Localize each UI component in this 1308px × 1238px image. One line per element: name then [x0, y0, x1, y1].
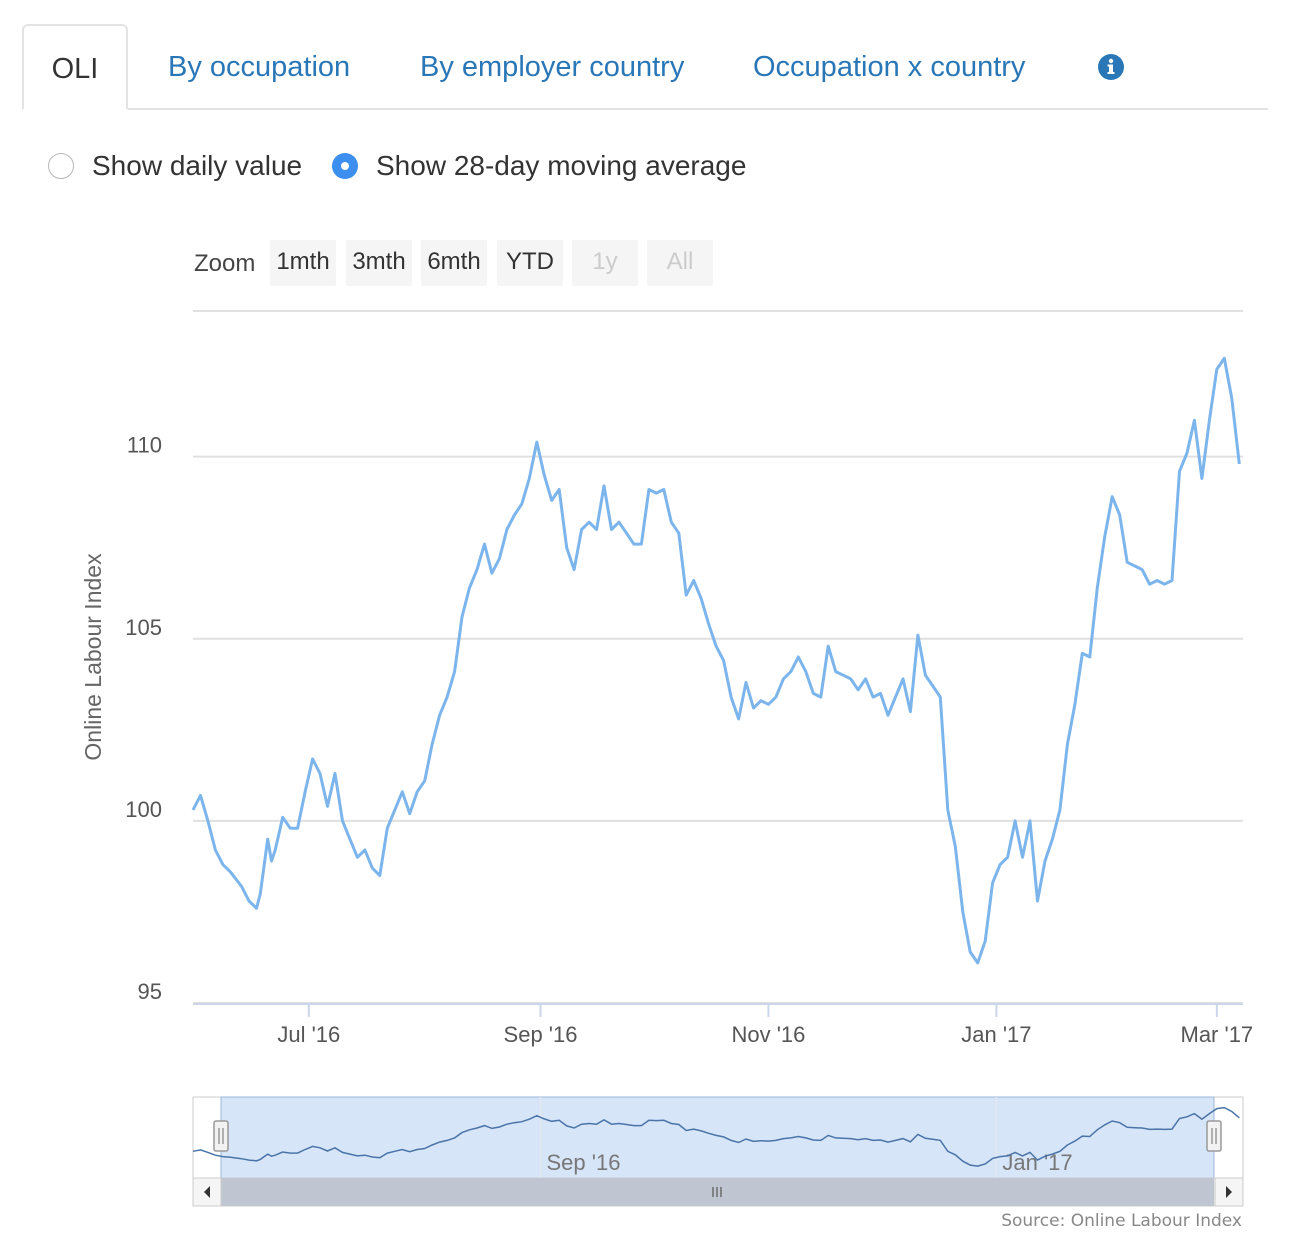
x-tick-label: Sep '16 — [504, 1022, 578, 1047]
x-tick-label: Mar '17 — [1181, 1022, 1254, 1047]
navigator-label: Sep '16 — [547, 1150, 621, 1175]
navigator: Sep '16 Jan '17 — [192, 1096, 1244, 1207]
grid-lines — [193, 310, 1243, 1004]
tab-oli[interactable]: OLI — [22, 24, 128, 110]
series-line-oli[interactable] — [191, 356, 1241, 965]
radio-label-daily: Show daily value — [92, 150, 303, 181]
y-axis: 95 100 105 110 — [125, 433, 162, 1004]
scrollbar-right-arrow-icon[interactable] — [1214, 1177, 1244, 1207]
zoom-label: Zoom — [194, 250, 256, 277]
x-tick-label: Jul '16 — [277, 1022, 340, 1047]
series-layer — [191, 356, 1241, 965]
info-circle-icon[interactable] — [1098, 54, 1124, 80]
zoom-button-all[interactable]: All — [647, 240, 713, 286]
tab-by-occupation[interactable]: By occupation — [168, 51, 351, 83]
radio-label-moving-average: Show 28-day moving average — [376, 150, 747, 181]
zoom-button-3mth[interactable]: 3mth — [346, 240, 412, 286]
scrollbar-grip-icon — [712, 1187, 722, 1197]
zoom-button-1mth[interactable]: 1mth — [270, 240, 336, 286]
x-tick-label: Jan '17 — [961, 1022, 1031, 1047]
y-tick-label: 100 — [125, 797, 162, 822]
tab-occupation-x-country[interactable]: Occupation x country — [753, 51, 1026, 83]
radio-checked-icon[interactable] — [332, 153, 358, 179]
navigator-selection[interactable] — [220, 1096, 1215, 1179]
x-tick-label: Nov '16 — [731, 1022, 805, 1047]
y-axis-title: Online Labour Index — [80, 553, 106, 761]
tab-by-employer-country[interactable]: By employer country — [420, 51, 685, 83]
zoom-button-1y[interactable]: 1y — [572, 240, 638, 286]
zoom-button-ytd[interactable]: YTD — [497, 240, 563, 286]
scrollbar-left-arrow-icon[interactable] — [192, 1177, 222, 1207]
navigator-right-handle[interactable] — [1206, 1120, 1222, 1152]
y-tick-label: 105 — [125, 615, 162, 640]
navigator-series-line — [192, 1106, 1240, 1167]
y-tick-label: 95 — [138, 979, 162, 1004]
navigator-label: Jan '17 — [1002, 1150, 1072, 1175]
radio-show-daily-value[interactable]: Show daily value — [48, 150, 302, 182]
source-credit[interactable]: Source: Online Labour Index — [1001, 1211, 1242, 1231]
y-tick-label: 110 — [127, 433, 162, 458]
radio-unchecked-icon[interactable] — [48, 153, 74, 179]
navigator-left-handle[interactable] — [213, 1120, 229, 1152]
zoom-button-6mth[interactable]: 6mth — [421, 240, 487, 286]
x-axis: Jul '16 Sep '16 Nov '16 Jan '17 Mar '17 — [193, 1003, 1253, 1047]
tab-bar: OLI By occupation By employer country Oc… — [22, 24, 1268, 110]
radio-show-moving-average[interactable]: Show 28-day moving average — [332, 150, 746, 182]
